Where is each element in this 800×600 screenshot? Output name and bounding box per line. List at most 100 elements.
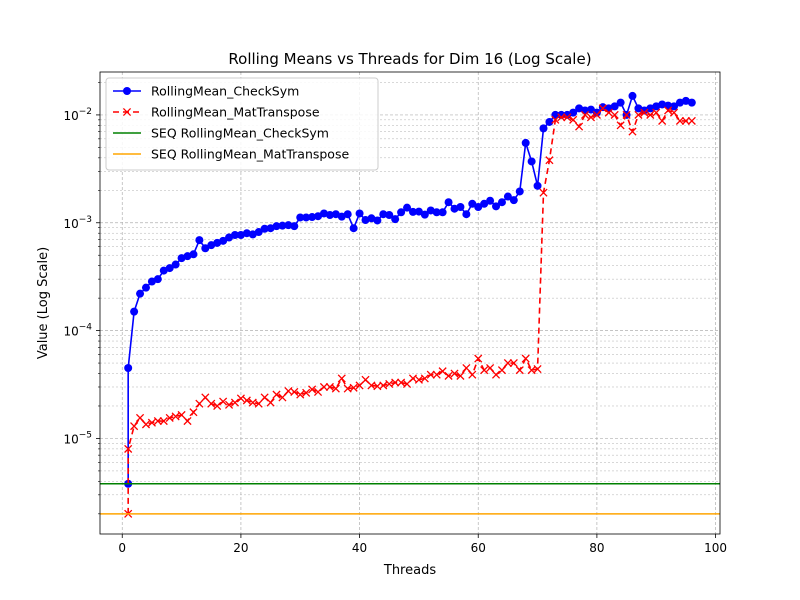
data-point [201,244,210,253]
plot-area [100,72,720,534]
data-point [278,221,287,230]
data-point [687,98,696,107]
data-point [521,138,530,147]
data-point [533,181,542,190]
data-point [414,207,423,216]
data-point [569,115,578,124]
data-point [462,210,471,219]
data-point [130,307,139,316]
data-point [592,110,601,119]
legend: RollingMean_CheckSym RollingMean_MatTrans… [105,77,379,171]
data-point [349,383,358,392]
data-point [313,387,323,396]
data-point [521,354,530,363]
x-axis-label: Threads [383,563,436,578]
x-tick-label: 0 [118,541,126,555]
data-point [420,374,429,383]
data-point [337,374,346,383]
data-point [159,416,168,426]
data-point [165,413,174,422]
data-point [444,371,453,380]
data-point [195,236,204,245]
legend-box [105,77,379,171]
legend-label: RollingMean_CheckSym [151,84,299,99]
data-point [509,359,518,368]
data-point [646,110,655,119]
data-point [343,210,352,219]
data-point [385,211,394,220]
data-point [219,397,228,406]
data-point [242,229,251,238]
legend-marker [123,87,131,95]
data-point [468,199,477,208]
data-point [515,187,524,196]
data-point [189,408,198,417]
data-point [153,275,162,284]
data-point [616,98,625,107]
x-axis: 0 20 40 60 80 100 [118,534,727,555]
data-point [474,202,483,211]
data-point [503,192,512,201]
data-point [432,370,441,379]
grid [100,72,720,534]
x-tick-label: 80 [589,541,604,555]
data-point [397,378,406,387]
data-point [669,108,679,117]
data-point [533,364,542,374]
data-point [652,108,661,117]
data-point [640,108,649,117]
data-point [224,400,234,409]
data-point [628,127,637,136]
data-point [325,382,334,392]
data-point [141,283,150,292]
data-point [325,211,334,220]
data-point [272,222,281,231]
data-point [444,198,453,207]
data-point [432,208,441,217]
data-point [201,393,210,402]
data-point [610,110,619,119]
legend-label: SEQ RollingMean_MatTranspose [151,147,349,162]
data-point [165,264,174,273]
data-point [242,396,251,405]
y-tick-label: 10−2 [63,107,92,123]
data-point [124,444,133,453]
data-point [598,104,607,113]
data-point [408,374,418,383]
legend-marker [122,107,132,117]
data-point [308,385,317,394]
data-point [491,370,501,379]
legend-label: SEQ RollingMean_CheckSym [151,126,329,141]
data-point [456,371,465,380]
data-point [373,216,382,225]
data-point [509,196,518,205]
data-point [349,224,358,233]
data-point [195,399,204,408]
data-point [171,412,180,421]
data-point [664,106,673,115]
data-point [580,110,590,119]
legend-entry: RollingMean_MatTranspose [113,105,320,120]
data-point [230,398,240,407]
y-tick-label: 10−3 [63,215,92,231]
x-tick-label: 60 [471,541,486,555]
data-point [414,375,423,384]
data-point [539,124,548,133]
data-point [658,100,667,109]
data-point [230,230,239,239]
data-point [314,212,323,221]
data-point [658,116,667,125]
data-point [260,224,269,233]
data-point [545,156,554,165]
data-point [296,390,305,399]
data-point [622,110,631,119]
data-point [284,221,293,230]
data-point [480,199,489,208]
data-point [254,399,263,408]
data-point [272,390,281,399]
legend-entry: SEQ RollingMean_CheckSym [113,126,329,141]
data-point [290,387,299,396]
data-point [278,393,287,402]
data-point [438,208,447,217]
y-tick-label: 10−4 [63,323,92,339]
